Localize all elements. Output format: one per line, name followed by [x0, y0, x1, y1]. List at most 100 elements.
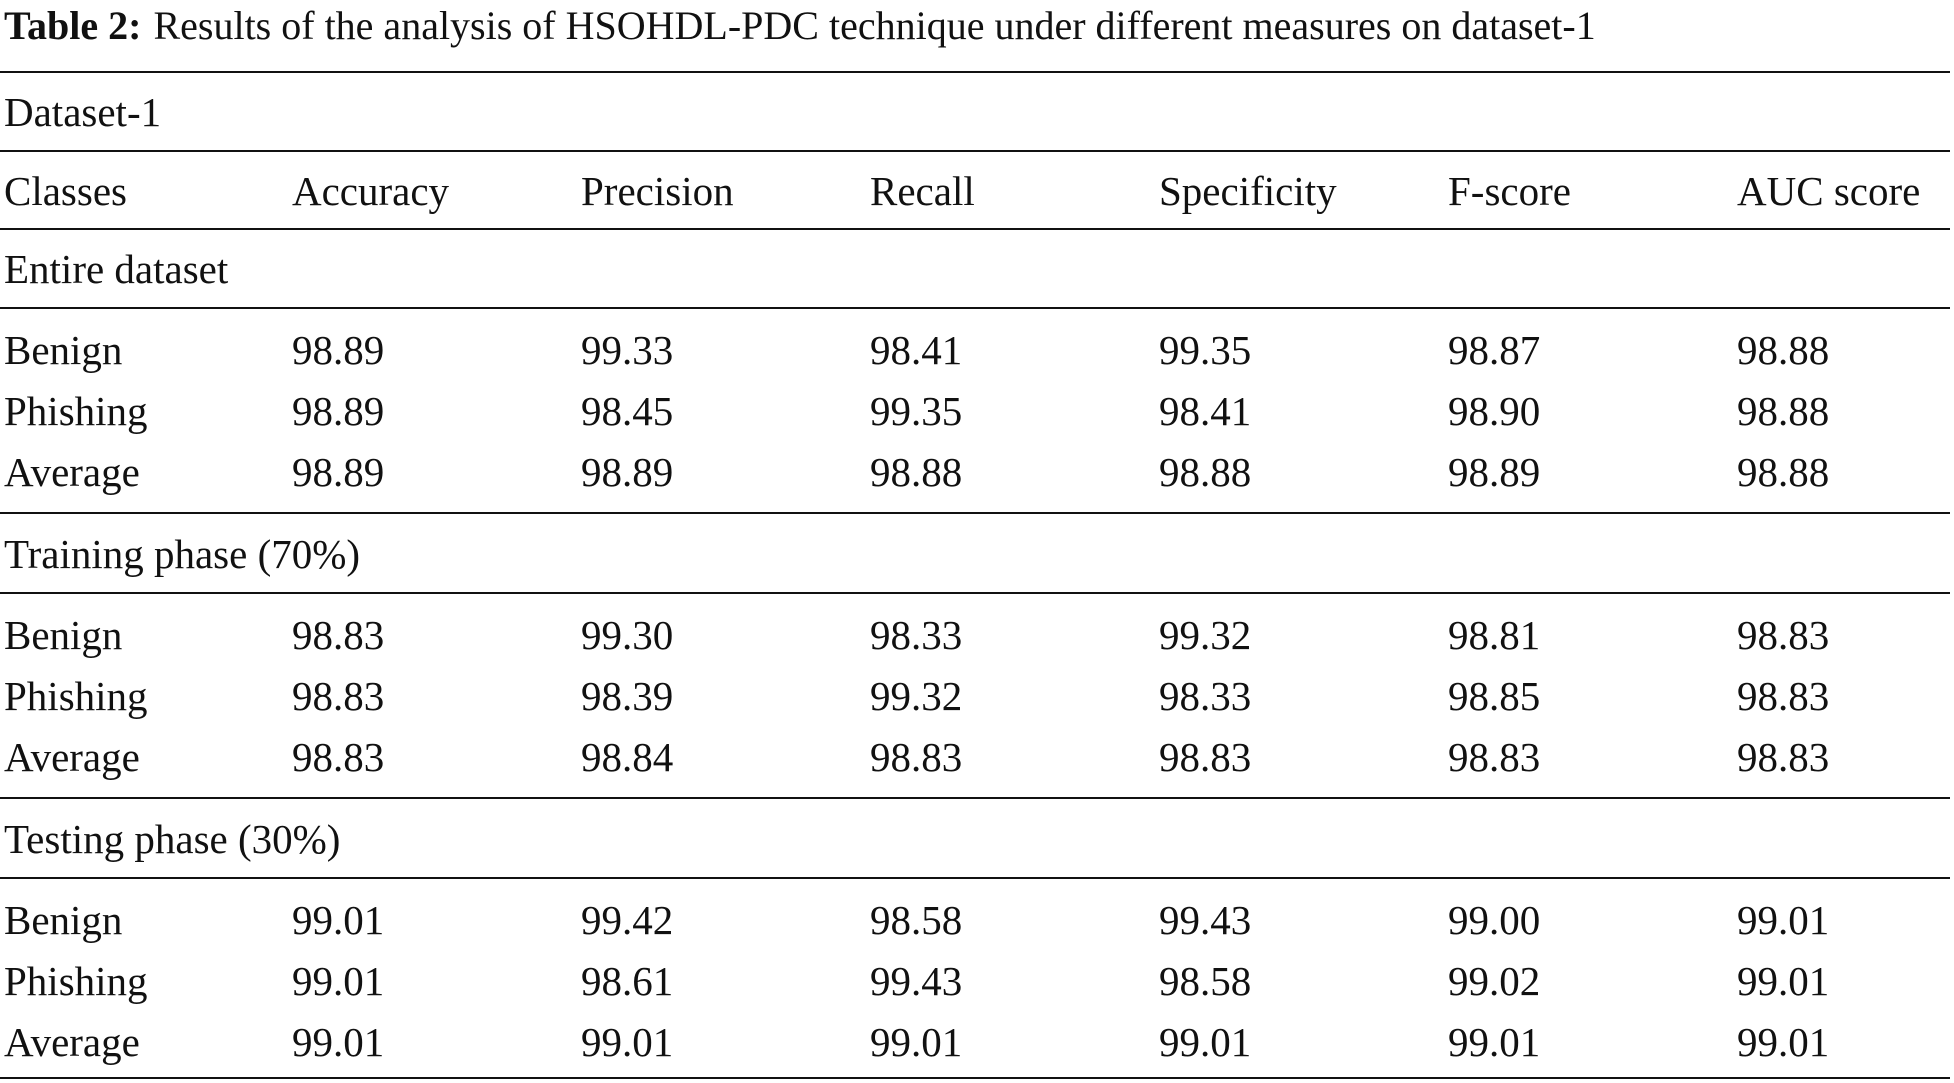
f-score-cell: 99.02 [1448, 958, 1541, 1004]
f-score-cell: 99.01 [1448, 1019, 1541, 1065]
table-row: Phishing 98.83 98.39 99.32 98.33 98.85 9… [0, 666, 1950, 726]
auc-score-cell: 98.83 [1737, 612, 1830, 658]
specificity-cell: 98.41 [1159, 388, 1252, 434]
f-score-cell: 98.81 [1448, 612, 1541, 658]
class-name-cell: Average [4, 449, 140, 495]
caption-label: Table 2: [4, 3, 142, 48]
table-row: Average 99.01 99.01 99.01 99.01 99.01 99… [0, 1012, 1950, 1072]
recall-cell: 98.83 [870, 734, 963, 780]
section-rule [0, 307, 1950, 309]
table-row: Benign 98.89 99.33 98.41 99.35 98.87 98.… [0, 320, 1950, 380]
section-divider-rule [0, 797, 1950, 799]
class-name-cell: Benign [4, 327, 123, 373]
precision-cell: 98.84 [581, 734, 674, 780]
column-header-specificity: Specificity [1159, 168, 1337, 214]
column-header-f-score: F-score [1448, 168, 1571, 214]
header-top-rule [0, 150, 1950, 152]
class-name-cell: Phishing [4, 673, 148, 719]
table-row: Benign 99.01 99.42 98.58 99.43 99.00 99.… [0, 890, 1950, 950]
specificity-cell: 99.01 [1159, 1019, 1252, 1065]
auc-score-cell: 98.83 [1737, 734, 1830, 780]
precision-cell: 98.45 [581, 388, 674, 434]
accuracy-cell: 99.01 [292, 897, 385, 943]
recall-cell: 98.33 [870, 612, 963, 658]
class-name-cell: Average [4, 1019, 140, 1065]
dataset-label-row: Dataset-1 [0, 82, 1950, 142]
f-score-cell: 98.83 [1448, 734, 1541, 780]
table-row: Average 98.89 98.89 98.88 98.88 98.89 98… [0, 442, 1950, 502]
auc-score-cell: 99.01 [1737, 1019, 1830, 1065]
specificity-cell: 99.43 [1159, 897, 1252, 943]
section-title-row: Training phase (70%) [0, 524, 1950, 584]
recall-cell: 98.58 [870, 897, 963, 943]
specificity-cell: 98.58 [1159, 958, 1252, 1004]
precision-cell: 99.30 [581, 612, 674, 658]
recall-cell: 98.88 [870, 449, 963, 495]
f-score-cell: 98.90 [1448, 388, 1541, 434]
auc-score-cell: 99.01 [1737, 958, 1830, 1004]
accuracy-cell: 99.01 [292, 1019, 385, 1065]
specificity-cell: 98.88 [1159, 449, 1252, 495]
class-name-cell: Benign [4, 897, 123, 943]
section-title-entire-dataset: Entire dataset [4, 246, 229, 292]
header-bottom-rule [0, 228, 1950, 230]
section-title-row: Entire dataset [0, 239, 1950, 299]
class-name-cell: Phishing [4, 388, 148, 434]
class-name-cell: Average [4, 734, 140, 780]
caption-text: Results of the analysis of HSOHDL-PDC te… [153, 3, 1596, 48]
specificity-cell: 98.33 [1159, 673, 1252, 719]
auc-score-cell: 98.83 [1737, 673, 1830, 719]
f-score-cell: 98.87 [1448, 327, 1541, 373]
auc-score-cell: 98.88 [1737, 388, 1830, 434]
section-rule [0, 592, 1950, 594]
class-name-cell: Phishing [4, 958, 148, 1004]
top-rule [0, 71, 1950, 73]
table-caption: Table 2: Results of the analysis of HSOHD… [4, 2, 1596, 50]
section-title-testing-phase: Testing phase (30%) [4, 816, 341, 862]
auc-score-cell: 98.88 [1737, 327, 1830, 373]
precision-cell: 98.39 [581, 673, 674, 719]
recall-cell: 99.43 [870, 958, 963, 1004]
column-header-auc-score: AUC score [1737, 168, 1921, 214]
recall-cell: 99.01 [870, 1019, 963, 1065]
recall-cell: 99.32 [870, 673, 963, 719]
class-name-cell: Benign [4, 612, 123, 658]
table-row: Average 98.83 98.84 98.83 98.83 98.83 98… [0, 727, 1950, 787]
recall-cell: 99.35 [870, 388, 963, 434]
f-score-cell: 98.85 [1448, 673, 1541, 719]
recall-cell: 98.41 [870, 327, 963, 373]
specificity-cell: 98.83 [1159, 734, 1252, 780]
auc-score-cell: 99.01 [1737, 897, 1830, 943]
precision-cell: 99.01 [581, 1019, 674, 1065]
bottom-rule [0, 1077, 1950, 1079]
precision-cell: 99.33 [581, 327, 674, 373]
section-title-training-phase: Training phase (70%) [4, 531, 361, 577]
accuracy-cell: 98.83 [292, 673, 385, 719]
header-row: Classes Accuracy Precision Recall Specif… [0, 161, 1950, 221]
accuracy-cell: 99.01 [292, 958, 385, 1004]
specificity-cell: 99.32 [1159, 612, 1252, 658]
table-row: Phishing 98.89 98.45 99.35 98.41 98.90 9… [0, 381, 1950, 441]
column-header-precision: Precision [581, 168, 734, 214]
precision-cell: 98.61 [581, 958, 674, 1004]
column-header-accuracy: Accuracy [292, 168, 450, 214]
specificity-cell: 99.35 [1159, 327, 1252, 373]
accuracy-cell: 98.83 [292, 612, 385, 658]
column-header-recall: Recall [870, 168, 975, 214]
precision-cell: 99.42 [581, 897, 674, 943]
auc-score-cell: 98.88 [1737, 449, 1830, 495]
accuracy-cell: 98.89 [292, 388, 385, 434]
accuracy-cell: 98.89 [292, 327, 385, 373]
section-title-row: Testing phase (30%) [0, 809, 1950, 869]
accuracy-cell: 98.83 [292, 734, 385, 780]
precision-cell: 98.89 [581, 449, 674, 495]
f-score-cell: 99.00 [1448, 897, 1541, 943]
table-row: Benign 98.83 99.30 98.33 99.32 98.81 98.… [0, 605, 1950, 665]
f-score-cell: 98.89 [1448, 449, 1541, 495]
column-header-classes: Classes [4, 168, 127, 214]
table-row: Phishing 99.01 98.61 99.43 98.58 99.02 9… [0, 951, 1950, 1011]
section-divider-rule [0, 512, 1950, 514]
dataset-label: Dataset-1 [4, 89, 162, 135]
section-rule [0, 877, 1950, 879]
